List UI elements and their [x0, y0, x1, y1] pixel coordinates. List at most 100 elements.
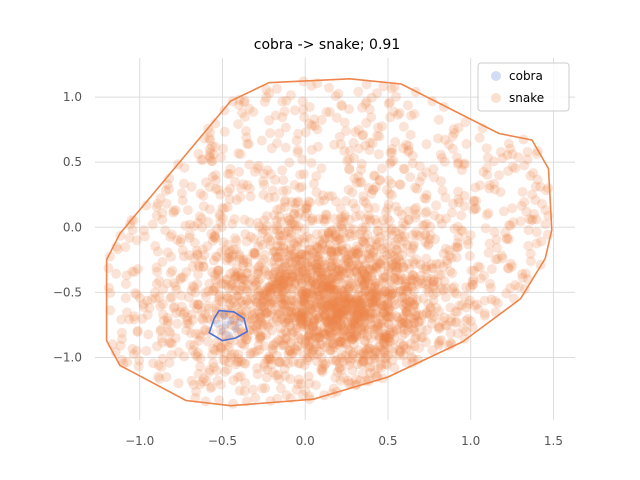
- snake-point: [165, 267, 176, 278]
- snake-point: [333, 312, 344, 323]
- snake-point: [278, 262, 288, 273]
- snake-point: [295, 316, 306, 327]
- snake-point: [330, 314, 341, 324]
- snake-point: [322, 268, 333, 279]
- snake-point: [448, 124, 459, 135]
- snake-point: [325, 280, 336, 291]
- snake-point: [256, 135, 267, 146]
- snake-point: [215, 325, 226, 335]
- snake-point: [389, 273, 400, 283]
- snake-point: [377, 277, 388, 288]
- snake-point: [352, 259, 363, 270]
- snake-point: [245, 231, 256, 242]
- snake-point: [282, 280, 293, 291]
- snake-point: [374, 290, 385, 301]
- snake-point: [240, 283, 251, 294]
- snake-point: [179, 162, 190, 173]
- snake-point: [308, 285, 319, 296]
- snake-point: [105, 288, 116, 299]
- snake-point: [300, 268, 311, 279]
- snake-point: [358, 307, 369, 317]
- snake-point: [349, 246, 360, 257]
- snake-point: [344, 154, 355, 165]
- snake-point: [290, 344, 301, 355]
- snake-point: [193, 148, 204, 159]
- snake-point: [236, 268, 247, 279]
- snake-point: [456, 210, 467, 221]
- snake-point: [321, 317, 332, 328]
- snake-point: [332, 315, 343, 326]
- snake-point: [271, 252, 281, 263]
- snake-point: [366, 188, 377, 199]
- snake-point: [275, 241, 286, 251]
- snake-point: [446, 316, 457, 327]
- snake-point: [347, 317, 358, 328]
- snake-point: [402, 285, 413, 296]
- snake-point: [368, 297, 379, 308]
- snake-point: [371, 261, 382, 272]
- snake-point: [409, 299, 419, 310]
- snake-point: [328, 325, 339, 336]
- snake-point: [127, 266, 138, 277]
- snake-point: [300, 292, 310, 303]
- snake-point: [244, 262, 255, 273]
- snake-point: [372, 321, 383, 332]
- snake-point: [373, 341, 384, 352]
- snake-point: [202, 241, 213, 252]
- snake-point: [410, 182, 420, 193]
- snake-point: [314, 267, 325, 278]
- snake-point: [245, 349, 256, 360]
- snake-point: [263, 281, 273, 292]
- snake-point: [292, 197, 303, 208]
- snake-point: [234, 385, 245, 396]
- snake-point: [359, 336, 370, 347]
- snake-point: [255, 332, 266, 343]
- snake-point: [449, 287, 460, 298]
- snake-point: [319, 342, 330, 353]
- snake-point: [406, 110, 417, 121]
- snake-point: [387, 284, 398, 295]
- snake-point: [235, 371, 246, 382]
- snake-point: [266, 280, 277, 291]
- snake-point: [212, 252, 223, 263]
- snake-point: [224, 194, 235, 205]
- snake-point: [398, 350, 409, 361]
- snake-point: [240, 377, 251, 388]
- snake-point: [414, 161, 425, 172]
- cobra-point: [231, 324, 240, 333]
- snake-point: [296, 309, 307, 320]
- snake-point: [357, 235, 368, 246]
- snake-point: [224, 248, 234, 259]
- cobra-point: [218, 327, 227, 336]
- snake-point: [244, 298, 255, 309]
- snake-point: [298, 249, 308, 260]
- snake-point: [411, 209, 422, 220]
- snake-point: [275, 203, 286, 214]
- snake-point: [162, 278, 173, 289]
- snake-point: [201, 291, 211, 302]
- snake-point: [168, 207, 179, 218]
- snake-point: [361, 274, 371, 285]
- snake-point: [316, 273, 327, 283]
- snake-point: [338, 278, 349, 289]
- snake-point: [229, 298, 239, 309]
- snake-point: [155, 193, 166, 204]
- snake-point: [412, 276, 423, 287]
- snake-point: [224, 253, 235, 264]
- snake-point: [234, 290, 244, 301]
- snake-point: [388, 288, 399, 299]
- snake-point: [294, 287, 305, 298]
- snake-point: [275, 323, 286, 333]
- snake-point: [306, 158, 317, 168]
- snake-point: [415, 259, 426, 270]
- snake-point: [425, 273, 436, 284]
- snake-point: [283, 246, 294, 257]
- snake-point: [445, 266, 456, 277]
- snake-point: [383, 293, 394, 304]
- snake-point: [402, 100, 413, 111]
- snake-point: [326, 328, 337, 338]
- snake-point: [372, 292, 383, 303]
- snake-point: [304, 336, 315, 347]
- snake-point: [491, 234, 502, 245]
- snake-point: [221, 330, 232, 341]
